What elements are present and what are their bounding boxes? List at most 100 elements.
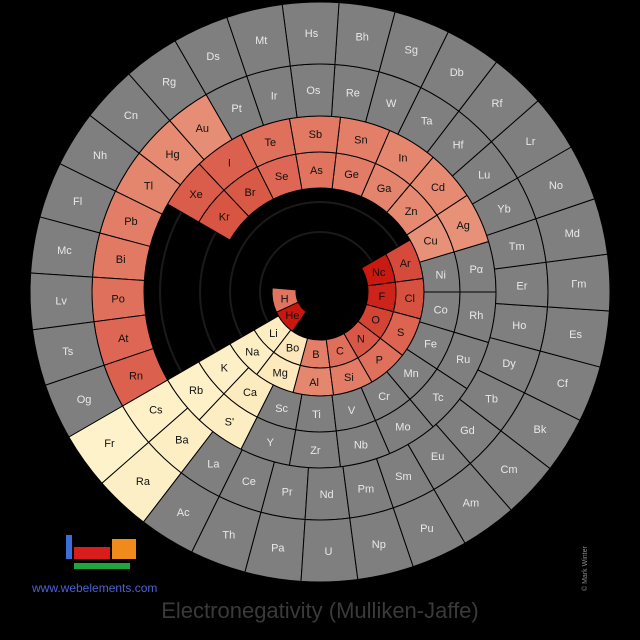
element-cell-mt[interactable]: Mt <box>226 3 291 77</box>
element-cell-md[interactable]: Md <box>535 198 609 263</box>
element-cell-po[interactable]: Po <box>91 276 147 323</box>
element-cell-sg[interactable]: Sg <box>378 11 449 89</box>
element-cell-nd[interactable]: Nd <box>304 465 351 521</box>
element-symbol: Ni <box>436 269 446 281</box>
element-symbol: Ir <box>271 90 278 102</box>
element-cell-bk[interactable]: Bk <box>500 392 581 470</box>
element-cell-al[interactable]: Al <box>292 364 335 397</box>
element-symbol: Mo <box>395 421 410 433</box>
element-cell-shape <box>128 40 207 122</box>
element-symbol: Hf <box>453 140 465 152</box>
element-cell-bh[interactable]: Bh <box>334 2 396 73</box>
element-cell-ra[interactable]: Ra <box>101 441 182 523</box>
element-symbol: Th <box>222 529 235 541</box>
element-symbol: Pm <box>358 484 375 496</box>
element-symbol: Db <box>450 67 464 79</box>
element-symbol: Au <box>196 123 209 135</box>
element-cell-zn[interactable]: Zn <box>386 184 438 236</box>
element-cell-pb[interactable]: Pb <box>99 190 163 248</box>
element-cell-he[interactable]: He <box>275 301 307 333</box>
element-symbol: Ru <box>456 354 470 366</box>
element-symbol: Lu <box>478 169 490 181</box>
element-cell-np[interactable]: Np <box>349 507 414 581</box>
element-cell-er[interactable]: Er <box>493 261 549 308</box>
element-symbol: Cl <box>405 293 415 305</box>
element-symbol: Al <box>309 377 319 389</box>
element-symbol: Li <box>269 328 278 340</box>
element-cell-rg[interactable]: Rg <box>128 40 207 122</box>
element-symbol: Pα <box>469 264 483 276</box>
element-cell-h[interactable]: H <box>271 287 299 313</box>
element-cell-fl[interactable]: Fl <box>39 163 117 234</box>
element-cell-se[interactable]: Se <box>256 153 303 200</box>
element-cell-shape <box>226 3 291 77</box>
element-cell-sb[interactable]: Sb <box>288 115 341 155</box>
element-cell-os[interactable]: Os <box>289 63 336 119</box>
element-cell-pm[interactable]: Pm <box>342 458 394 519</box>
element-symbol: Gd <box>460 425 475 437</box>
element-cell-shape <box>469 430 551 511</box>
element-symbol: Mg <box>273 368 288 380</box>
element-cell-pu[interactable]: Pu <box>392 488 466 568</box>
element-cell-sn[interactable]: Sn <box>335 116 391 165</box>
element-cell-db[interactable]: Db <box>420 31 498 112</box>
element-symbol: N <box>357 334 365 346</box>
element-cell-co[interactable]: Co <box>419 291 461 333</box>
element-cell-th[interactable]: Th <box>191 495 262 573</box>
element-cell-rf[interactable]: Rf <box>458 61 539 143</box>
element-cell-shape <box>458 61 539 143</box>
site-link[interactable]: www.webelements.com <box>32 581 158 595</box>
element-symbol: U <box>324 546 332 558</box>
element-symbol: Xe <box>189 189 202 201</box>
element-symbol: Bk <box>534 424 547 436</box>
element-cell-es[interactable]: Es <box>539 306 610 368</box>
element-cell-nh[interactable]: Nh <box>59 114 140 192</box>
element-symbol: Ta <box>421 115 434 127</box>
element-cell-re[interactable]: Re <box>330 63 380 123</box>
element-cell-cl[interactable]: Cl <box>392 277 425 320</box>
element-cell-fm[interactable]: Γm <box>545 253 611 312</box>
element-cell-ts[interactable]: Ts <box>31 321 105 386</box>
element-cell-cu[interactable]: Cu <box>406 214 455 263</box>
element-cell-ac[interactable]: Ac <box>142 472 220 553</box>
element-symbol: Np <box>372 539 386 551</box>
element-cell-cs[interactable]: Cs <box>121 379 189 444</box>
element-symbol: K <box>221 363 229 375</box>
element-symbol: Zr <box>310 445 321 457</box>
element-cell-rb[interactable]: Rb <box>166 361 225 421</box>
element-cell-shape <box>29 272 95 331</box>
element-cell-ne[interactable]: Nc <box>360 253 396 287</box>
element-cell-ti[interactable]: Ti <box>295 393 337 433</box>
element-cell-xe[interactable]: Xe <box>166 163 225 223</box>
element-symbol: Nb <box>354 440 368 452</box>
element-cell-pa[interactable]: Pa <box>244 511 306 582</box>
element-cell-mc[interactable]: Mc <box>30 216 101 278</box>
element-symbol: Am <box>463 498 480 510</box>
element-cell-nb[interactable]: Nb <box>335 419 391 468</box>
element-cell-cf[interactable]: Cf <box>523 350 601 421</box>
element-cell-zr[interactable]: Zr <box>288 429 341 469</box>
element-cell-no[interactable]: No <box>516 146 596 220</box>
element-cell-sc[interactable]: Sc <box>256 384 303 431</box>
element-cell-ce[interactable]: Ce <box>218 449 276 513</box>
element-cell-og[interactable]: Og <box>44 364 124 438</box>
element-symbol: Sc <box>275 403 288 415</box>
element-cell-shape <box>535 198 609 263</box>
element-cell-sm[interactable]: Sm <box>375 443 435 509</box>
element-cell-shape <box>500 392 581 470</box>
element-cell-as[interactable]: As <box>295 151 337 191</box>
element-symbol: Er <box>516 280 527 292</box>
element-cell-am[interactable]: Am <box>433 462 512 544</box>
element-cell-lv[interactable]: Lv <box>29 272 95 331</box>
element-symbol: Sb <box>309 129 322 141</box>
element-cell-cm[interactable]: Cm <box>469 430 551 511</box>
element-cell-u[interactable]: U <box>300 517 359 583</box>
element-symbol: S' <box>225 416 234 428</box>
element-cell-ds[interactable]: Ds <box>174 16 248 96</box>
element-cell-cn[interactable]: Cn <box>89 73 171 154</box>
element-cell-lr[interactable]: Lr <box>490 100 572 179</box>
element-symbol: Tc <box>433 392 445 404</box>
element-symbol: Cn <box>124 110 138 122</box>
element-cell-hs[interactable]: Hs <box>281 1 340 67</box>
element-cell-shape <box>490 100 572 179</box>
